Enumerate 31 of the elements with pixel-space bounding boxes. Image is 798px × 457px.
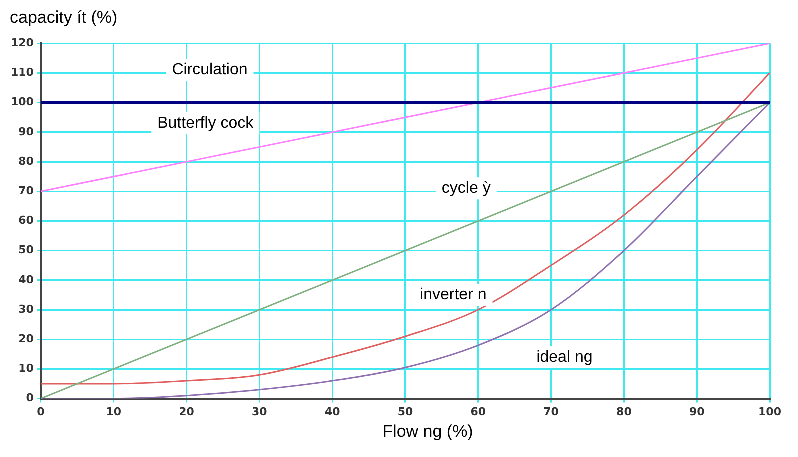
- x-tick-label: 90: [689, 405, 706, 418]
- x-tick-label: 50: [398, 405, 414, 418]
- x-tick-label: 30: [252, 405, 268, 418]
- y-tick-label: 80: [18, 154, 34, 168]
- series-label: Circulation: [172, 62, 248, 79]
- x-tick-label: 70: [544, 405, 560, 418]
- series-label: cycle ỳ: [442, 180, 491, 198]
- y-tick-label: 20: [18, 332, 34, 346]
- x-tick-label: 80: [616, 405, 632, 418]
- x-tick-label: 0: [37, 405, 46, 418]
- x-tick-label: 60: [470, 405, 486, 418]
- y-tick-label: 10: [18, 362, 34, 376]
- x-axis-title: Flow ng (%): [382, 422, 474, 442]
- x-tick-label: 10: [106, 405, 122, 418]
- y-tick-label: 0: [26, 392, 34, 405]
- series-label: Butterfly cock: [158, 114, 255, 132]
- y-tick-label: 120: [10, 36, 34, 50]
- x-tick-label: 20: [179, 405, 195, 418]
- y-tick-label: 50: [18, 244, 34, 257]
- y-tick-label: 60: [18, 214, 34, 228]
- series-label: inverter n: [420, 286, 487, 304]
- y-tick-label: 90: [18, 125, 34, 138]
- series-label: ideal ng: [536, 348, 593, 366]
- y-tick-label: 30: [18, 302, 34, 316]
- y-tick-label: 40: [18, 273, 34, 286]
- x-tick-label: 100: [758, 405, 782, 418]
- y-axis-title: capacity ít (%): [10, 8, 119, 29]
- y-tick-label: 110: [10, 66, 34, 80]
- y-tick-label: 70: [18, 184, 34, 198]
- x-tick-label: 40: [324, 405, 341, 418]
- y-tick-label: 100: [10, 96, 34, 109]
